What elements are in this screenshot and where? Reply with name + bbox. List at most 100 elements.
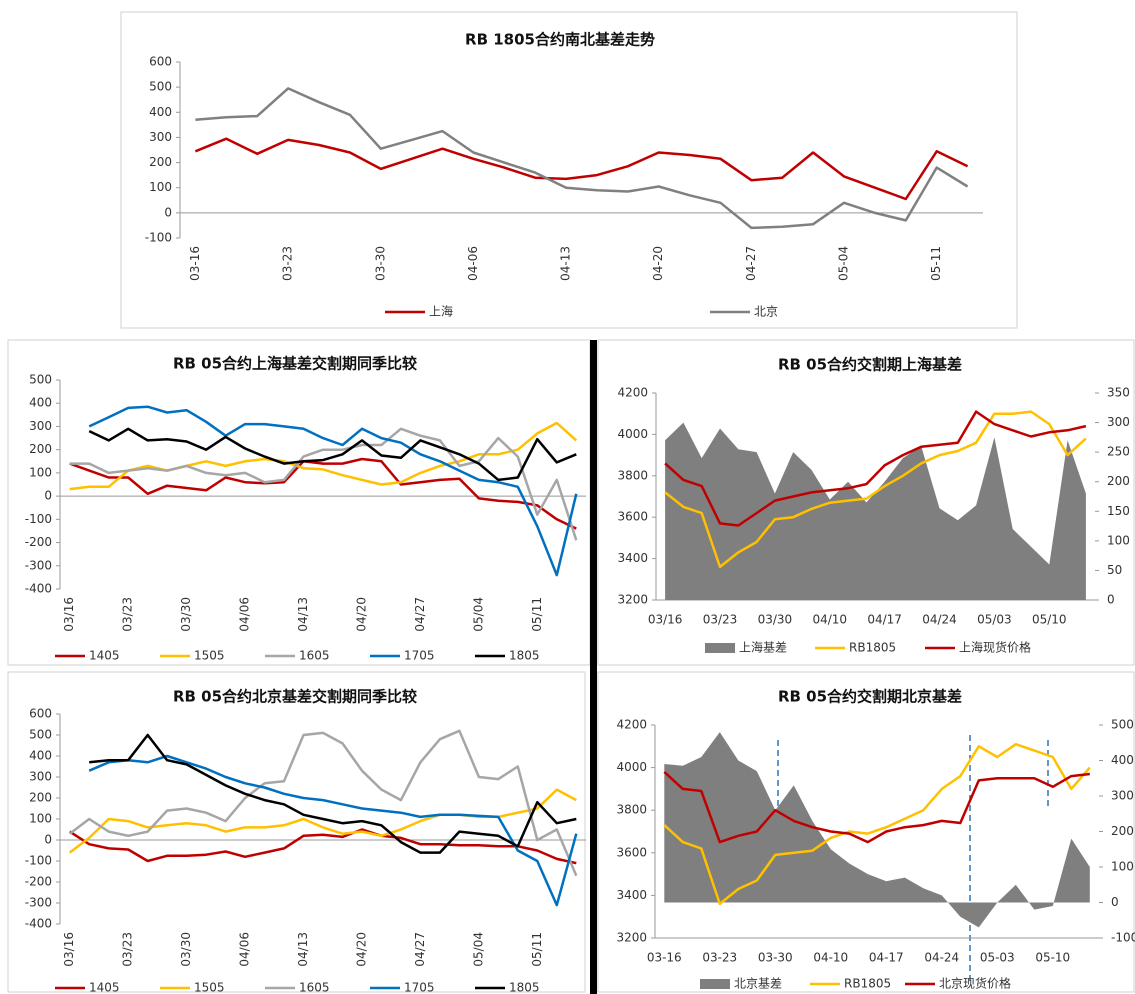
x-tick-label: 03/23 [121, 932, 135, 967]
legend-label: 北京基差 [734, 977, 782, 991]
x-tick-label: 04-10 [813, 951, 848, 965]
x-tick-label: 04-27 [744, 246, 758, 281]
chart-title: RB 05合约上海基差交割期同季比较 [173, 355, 417, 373]
x-tick-label: 04/27 [413, 932, 427, 967]
line [663, 770, 1090, 844]
y-tick-label: -100 [25, 512, 52, 526]
x-tick-label: 04-06 [466, 246, 480, 281]
y-tick-label: 100 [29, 812, 52, 826]
x-tick-label: 05/11 [530, 932, 544, 967]
y-tick-label: -200 [25, 535, 52, 549]
x-tick-label: 04/06 [238, 597, 252, 632]
legend-label: RB1805 [849, 641, 896, 655]
y-tick-label: -100 [25, 854, 52, 868]
area [664, 732, 1090, 928]
y-tick-label: 3200 [616, 931, 647, 945]
chart-title: RB 05合约交割期北京基差 [778, 688, 962, 706]
y2-tick-label: 100 [1107, 533, 1130, 547]
legend-label: 北京 [754, 305, 778, 319]
x-tick-label: 04/17 [867, 613, 902, 627]
y-tick-label: 600 [29, 707, 52, 721]
y-tick-label: 500 [149, 80, 172, 94]
x-tick-label: 03-16 [647, 951, 682, 965]
chart-title: RB 05合约北京基差交割期同季比较 [173, 688, 417, 706]
y-tick-label: 3600 [617, 510, 648, 524]
x-tick-label: 05/04 [471, 932, 485, 967]
x-tick-label: 03/30 [758, 613, 793, 627]
x-tick-label: 05-03 [980, 951, 1015, 965]
x-tick-label: 05/10 [1032, 613, 1067, 627]
y-tick-label: 4200 [617, 386, 648, 400]
y2-tick-label: 0 [1107, 593, 1115, 607]
y-tick-label: 600 [149, 55, 172, 69]
y-tick-label: 400 [29, 396, 52, 410]
y2-tick-label: 400 [1111, 753, 1134, 767]
area [665, 422, 1086, 600]
legend-label: 上海基差 [739, 640, 787, 655]
y2-tick-label: 300 [1107, 415, 1130, 429]
y-tick-label: 500 [29, 728, 52, 742]
y-tick-label: -400 [25, 917, 52, 931]
y2-tick-label: 100 [1111, 860, 1134, 874]
y-tick-label: -100 [145, 231, 172, 245]
y2-tick-label: 200 [1107, 474, 1130, 488]
x-tick-label: 04/24 [922, 613, 957, 627]
y-tick-label: 500 [29, 373, 52, 387]
line [88, 405, 578, 577]
y2-tick-label: 200 [1111, 824, 1134, 838]
x-tick-label: 03-23 [281, 246, 295, 281]
x-tick-label: 05-11 [929, 246, 943, 281]
y2-tick-label: 50 [1107, 563, 1122, 577]
y-tick-label: 4000 [616, 760, 647, 774]
y2-tick-label: 300 [1111, 789, 1134, 803]
legend-label: 上海现货价格 [959, 640, 1031, 655]
x-tick-label: 04/10 [812, 613, 847, 627]
legend-label: 上海 [429, 304, 453, 319]
x-tick-label: 05/11 [530, 597, 544, 632]
x-tick-label: 03/23 [121, 597, 135, 632]
x-tick-label: 05/04 [471, 597, 485, 632]
divider [590, 340, 597, 994]
line [68, 729, 578, 877]
x-tick-label: 03-16 [188, 246, 202, 281]
legend-swatch [705, 643, 735, 653]
y2-tick-label: 150 [1107, 504, 1130, 518]
legend-label: 1805 [509, 981, 540, 994]
line [89, 733, 577, 854]
y-tick-label: 3800 [616, 803, 647, 817]
y-tick-label: 200 [29, 442, 52, 456]
y-tick-label: -400 [25, 582, 52, 596]
y-tick-label: 100 [29, 465, 52, 479]
x-tick-label: 04/06 [238, 932, 252, 967]
y-tick-label: -300 [25, 558, 52, 572]
line [664, 410, 1087, 569]
legend-label: 1405 [89, 981, 120, 994]
y-tick-label: 200 [29, 791, 52, 805]
chart-frame [7, 671, 586, 993]
legend-swatch [700, 979, 730, 989]
y-tick-label: 300 [149, 130, 172, 144]
y2-tick-label: 500 [1111, 718, 1134, 732]
y-tick-label: 3600 [616, 845, 647, 859]
y-tick-label: 400 [149, 105, 172, 119]
legend-label: RB1805 [844, 977, 891, 991]
x-tick-label: 04/27 [413, 597, 427, 632]
chart-frame [120, 11, 1018, 329]
x-tick-label: 05-04 [837, 246, 851, 281]
chart-frame [7, 339, 591, 666]
legend-label: 1605 [299, 981, 330, 994]
y2-tick-label: 350 [1107, 386, 1130, 400]
x-tick-label: 04-20 [651, 246, 665, 281]
line [663, 742, 1091, 906]
x-tick-label: 04/13 [296, 597, 310, 632]
x-tick-label: 03/23 [703, 613, 738, 627]
y-tick-label: 4000 [617, 427, 648, 441]
legend-label: 1705 [404, 981, 435, 994]
line [69, 421, 578, 491]
x-tick-label: 04/13 [296, 932, 310, 967]
line [69, 828, 577, 865]
y2-tick-label: 250 [1107, 445, 1130, 459]
x-tick-label: 04-17 [869, 951, 904, 965]
